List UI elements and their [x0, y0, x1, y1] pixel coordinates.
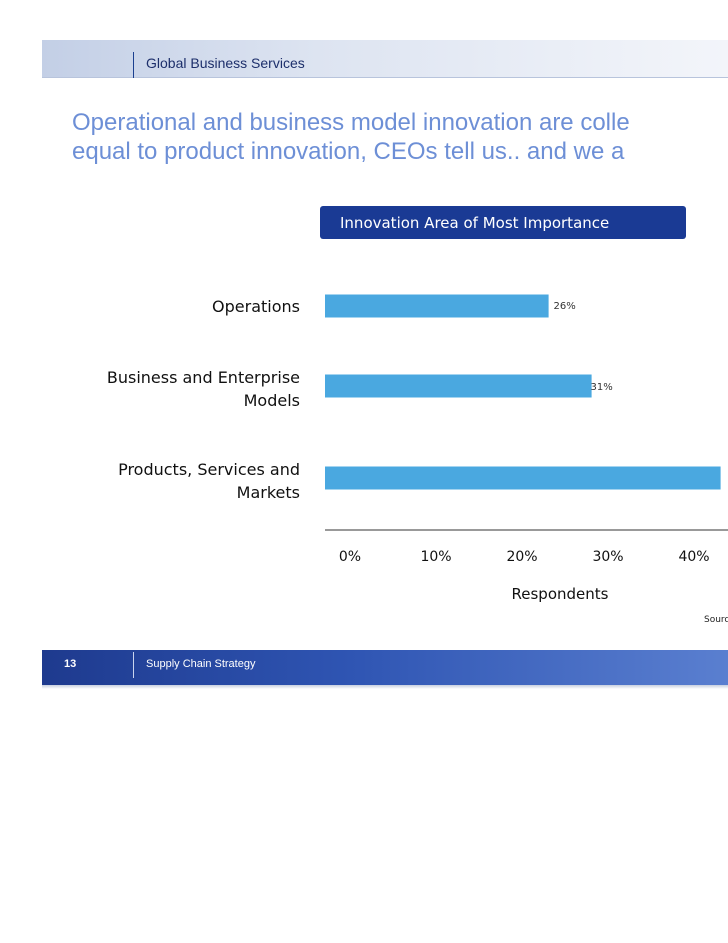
chart-title: Innovation Area of Most Importance: [340, 214, 610, 232]
x-tick-label-3: 30%: [592, 549, 623, 565]
header-title: Global Business Services: [146, 55, 305, 71]
source-note: Sourc: [704, 615, 728, 625]
x-tick-label-2: 20%: [506, 549, 537, 565]
page-number: 13: [64, 658, 77, 670]
x-tick-label-1: 10%: [420, 549, 451, 565]
x-tick-label-0: 0%: [339, 549, 361, 565]
header-divider: [133, 52, 134, 78]
x-axis-title: Respondents: [512, 585, 609, 603]
data-label-0: 26%: [553, 301, 575, 312]
category-label-products: Products, Services and Markets: [118, 460, 300, 502]
footer-shade: [42, 685, 728, 689]
x-tick-label-4: 40%: [678, 549, 709, 565]
footer-divider: [133, 652, 134, 678]
bar-0: [325, 294, 549, 318]
bar-2: [325, 466, 721, 490]
bar-1: [325, 374, 592, 398]
slide-title-line-1: Operational and business model innovatio…: [72, 109, 630, 136]
footer-band: [42, 650, 728, 685]
chart-title-box: [320, 206, 686, 239]
footer-text: Supply Chain Strategy: [146, 658, 256, 670]
category-label-operations: Operations: [212, 297, 300, 316]
header-band: [42, 40, 728, 78]
slide-title: Operational and business model innovatio…: [72, 108, 728, 166]
data-label-1: 31%: [590, 382, 612, 393]
slide-title-line-2: equal to product innovation, CEOs tell u…: [72, 138, 625, 165]
category-label-business-models: Business and Enterprise Models: [106, 368, 300, 410]
